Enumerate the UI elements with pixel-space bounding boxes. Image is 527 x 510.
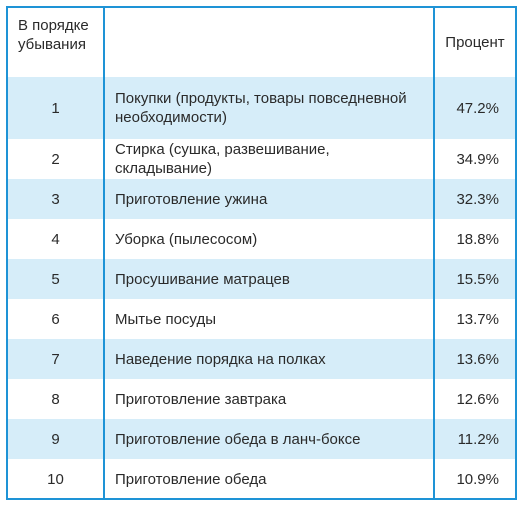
task-cell: Приготовление завтрака bbox=[104, 379, 435, 419]
task-cell: Стирка (сушка, развешивание, складывание… bbox=[104, 139, 435, 179]
table-row: 10 Приготовление обеда 10.9% bbox=[8, 459, 515, 499]
rank-cell: 1 bbox=[8, 77, 105, 139]
table-row: 6 Мытье посуды 13.7% bbox=[8, 299, 515, 339]
table-row: 3 Приготовление ужина 32.3% bbox=[8, 179, 515, 219]
task-cell: Уборка (пылесосом) bbox=[104, 219, 435, 259]
table-header-row: В порядке убывания Процент bbox=[8, 8, 515, 77]
percent-cell: 11.2% bbox=[434, 419, 515, 459]
task-cell: Приготовление ужина bbox=[104, 179, 435, 219]
rank-cell: 4 bbox=[8, 219, 105, 259]
task-cell: Наведение порядка на полках bbox=[104, 339, 435, 379]
percent-cell: 13.7% bbox=[456, 310, 499, 328]
percent-cell: 10.9% bbox=[456, 470, 499, 488]
rank-cell: 5 bbox=[8, 259, 105, 299]
percent-cell: 12.6% bbox=[456, 390, 499, 408]
rank-cell: 10 bbox=[8, 459, 105, 499]
percent-cell: 18.8% bbox=[456, 230, 499, 248]
rank-cell: 3 bbox=[8, 179, 105, 219]
rank-cell: 2 bbox=[8, 139, 105, 179]
table-row: 1 Покупки (продукты, товары повседневной… bbox=[8, 77, 515, 139]
ranking-table-container: В порядке убывания Процент 1 Покупки (пр… bbox=[6, 6, 517, 500]
rank-cell: 8 bbox=[8, 379, 105, 419]
header-task bbox=[104, 8, 435, 77]
task-cell: Просушивание матрацев bbox=[104, 259, 435, 299]
rank-cell: 6 bbox=[8, 299, 105, 339]
task-cell: Покупки (продукты, товары повседневной н… bbox=[104, 77, 435, 139]
table-row: 2 Стирка (сушка, развешивание, складыван… bbox=[8, 139, 515, 179]
task-cell: Мытье посуды bbox=[104, 299, 435, 339]
task-cell: Приготовление обеда в ланч-боксе bbox=[104, 419, 435, 459]
task-cell: Приготовление обеда bbox=[104, 459, 435, 499]
percent-cell: 13.6% bbox=[434, 339, 515, 379]
percent-cell: 15.5% bbox=[434, 259, 515, 299]
table-row: 9 Приготовление обеда в ланч-боксе 11.2% bbox=[8, 419, 515, 459]
rank-cell: 9 bbox=[8, 419, 105, 459]
table-row: 8 Приготовление завтрака 12.6% bbox=[8, 379, 515, 419]
percent-cell: 34.9% bbox=[456, 150, 499, 168]
header-percent: Процент bbox=[434, 8, 515, 77]
table-row: 5 Просушивание матрацев 15.5% bbox=[8, 259, 515, 299]
percent-cell: 32.3% bbox=[434, 179, 515, 219]
header-rank: В порядке убывания bbox=[8, 8, 105, 77]
ranking-table: В порядке убывания Процент 1 Покупки (пр… bbox=[8, 8, 515, 499]
table-row: 7 Наведение порядка на полках 13.6% bbox=[8, 339, 515, 379]
percent-cell: 47.2% bbox=[434, 77, 515, 139]
rank-cell: 7 bbox=[8, 339, 105, 379]
table-row: 4 Уборка (пылесосом) 18.8% bbox=[8, 219, 515, 259]
